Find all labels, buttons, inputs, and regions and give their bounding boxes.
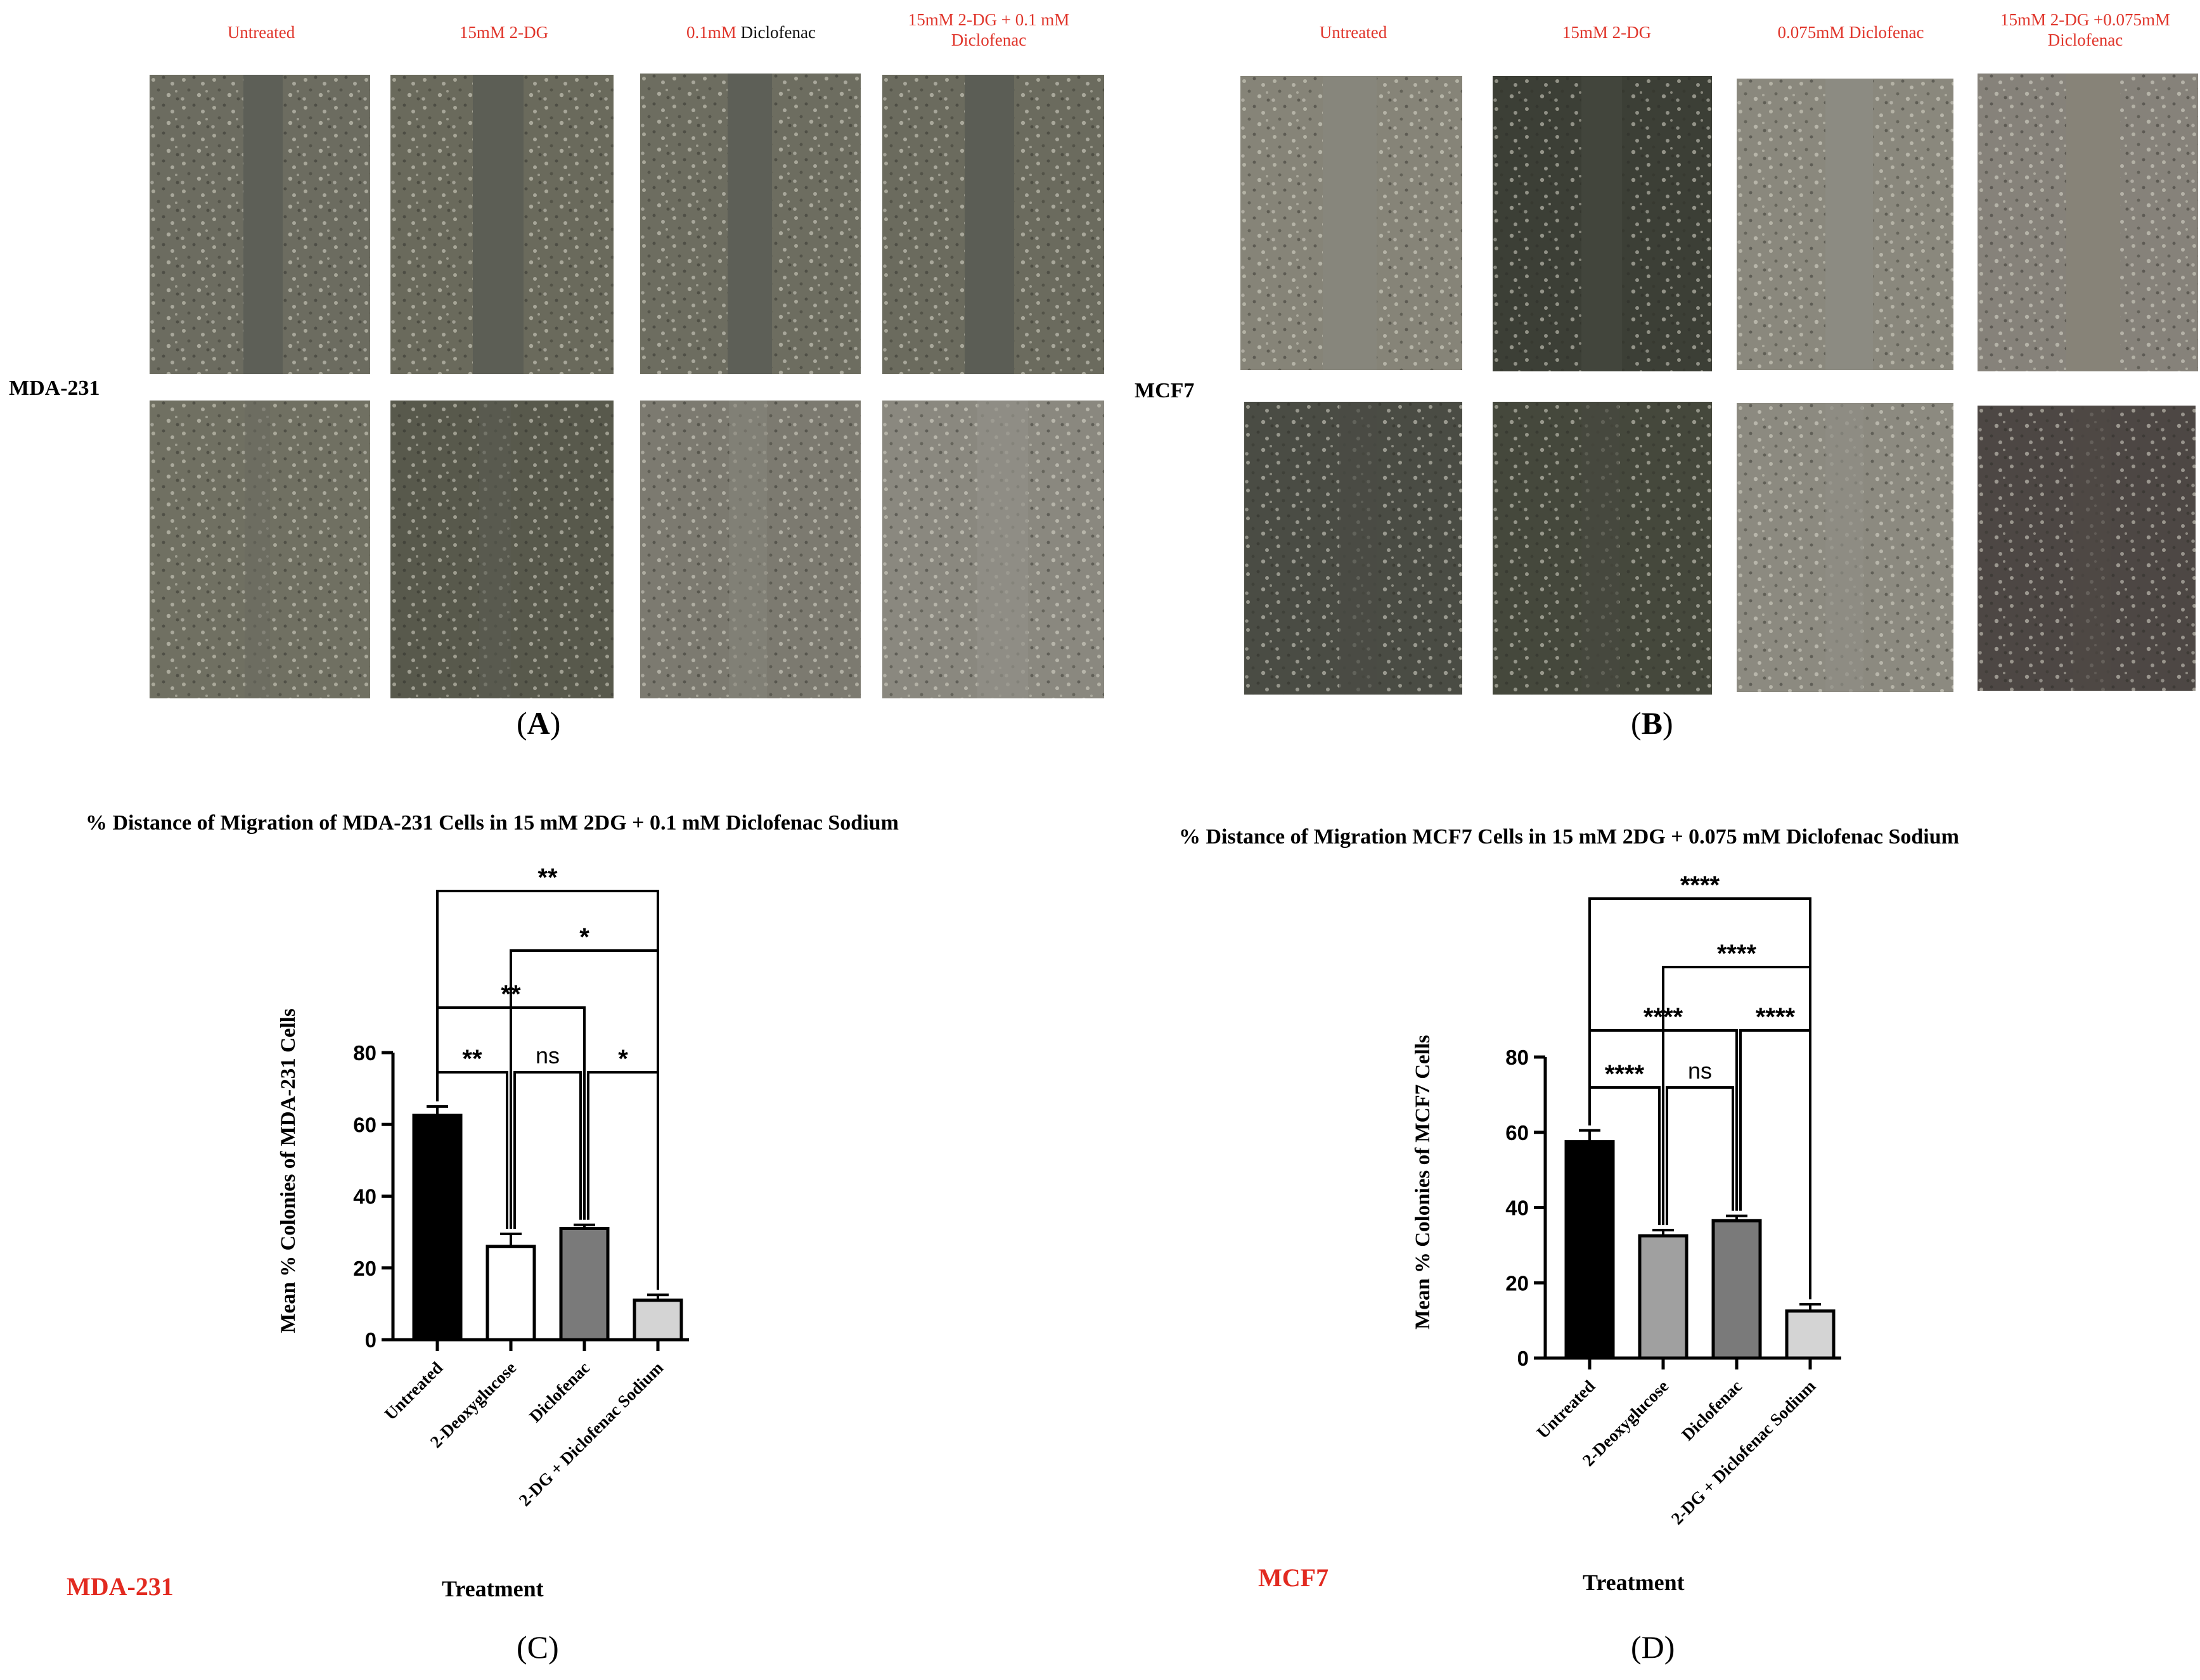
panel-a-condition-combination: 15mM 2-DG + 0.1 mM Diclofenac xyxy=(908,10,1070,49)
panel-b-micrograph-untreated-24h xyxy=(1244,402,1462,695)
chart-d-significance-label: **** xyxy=(1605,1060,1645,1088)
panel-a-micrograph-diclofenac-0h xyxy=(640,74,861,374)
chart-d-y-tick-label: 80 xyxy=(1505,1046,1529,1069)
panel-b-micrograph-untreated-0h xyxy=(1240,76,1462,370)
chart-c-y-tick-label: 20 xyxy=(353,1257,376,1280)
panel-b-micrograph-diclofenac-24h xyxy=(1737,403,1953,692)
chart-d-x-axis-label: Treatment xyxy=(1583,1570,1685,1595)
chart-d-bar xyxy=(1785,1309,1836,1360)
chart-c-significance-label: ** xyxy=(462,1045,482,1073)
chart-d-bar xyxy=(1564,1140,1615,1360)
chart-c-x-tick-label: Diclofenac xyxy=(525,1358,593,1426)
chart-d-bar xyxy=(1638,1234,1689,1360)
chart-c-significance-label: ** xyxy=(537,864,558,892)
chart-d-x-tick-label: Untreated xyxy=(1533,1376,1599,1442)
chart-c-title: % Distance of Migration of MDA-231 Cells… xyxy=(86,811,899,835)
panel-b-condition-2dg: 15mM 2-DG xyxy=(1562,23,1652,42)
panel-a-cell-line-label: MDA-231 xyxy=(9,376,100,400)
chart-d-y-tick-label: 0 xyxy=(1517,1347,1529,1370)
chart-c-y-tick-label: 60 xyxy=(353,1113,376,1136)
chart-d-significance-bracket xyxy=(1666,1086,1734,1226)
chart-d-bar xyxy=(1711,1219,1762,1360)
panel-b-micrograph-combination-0h xyxy=(1978,74,2198,371)
panel-b-condition-diclofenac: 0.075mM Diclofenac xyxy=(1777,23,1924,42)
chart-c-x-tick-label: Untreated xyxy=(381,1358,447,1424)
chart-d: 0 20 40 60 80 Mean % Colonies of MCF7 Cells Un… xyxy=(1412,871,1841,1529)
chart-c-significance-bracket xyxy=(436,890,659,1290)
chart-c-significance-bracket xyxy=(513,1071,582,1229)
panel-b-micrograph-2dg-0h xyxy=(1493,76,1712,371)
panel-d-letter: (D) xyxy=(1631,1629,1675,1665)
panel-b-micrograph-combination-24h xyxy=(1978,406,2196,691)
chart-c-x-axis-label: Treatment xyxy=(442,1576,544,1601)
chart-c-bar xyxy=(486,1245,536,1342)
chart-d-y-tick-label: 60 xyxy=(1505,1121,1529,1145)
panel-b-cell-line-label: MCF7 xyxy=(1135,379,1195,402)
chart-d-y-axis-label: Mean % Colonies of MCF7 Cells xyxy=(1412,1035,1434,1330)
chart-d-significance-label: **** xyxy=(1756,1003,1796,1031)
panel-a-micrograph-2dg-24h xyxy=(390,401,614,698)
chart-c-significance-label: * xyxy=(618,1045,628,1073)
chart-d-title: % Distance of Migration MCF7 Cells in 15… xyxy=(1179,825,1959,849)
chart-d-y-tick-label: 20 xyxy=(1505,1271,1529,1295)
chart-c-bar xyxy=(412,1113,463,1342)
panel-b-condition-combination: 15mM 2-DG +0.075mM Diclofenac xyxy=(2000,10,2170,49)
panel-a-micrograph-untreated-0h xyxy=(150,75,370,374)
chart-c-bar xyxy=(559,1226,610,1342)
panel-a-micrograph-combination-24h xyxy=(882,401,1104,698)
panel-a-micrograph-diclofenac-24h xyxy=(640,401,861,698)
chart-c-y-tick-label: 0 xyxy=(365,1328,376,1352)
chart-d-significance-label: ns xyxy=(1688,1058,1712,1084)
panel-b-condition-untreated: Untreated xyxy=(1319,23,1387,42)
chart-c-y-tick-label: 40 xyxy=(353,1185,376,1209)
panel-a-condition-diclofenac: 0.1mM Diclofenac xyxy=(686,23,816,42)
panel-d-cell-line-label: MCF7 xyxy=(1258,1563,1329,1592)
chart-d-x-tick-label: Diclofenac xyxy=(1678,1376,1746,1444)
chart-d-x-tick-label: 2-DG + Diclofenac Sodium xyxy=(1668,1376,1820,1529)
panel-c-letter: (C) xyxy=(517,1629,559,1665)
chart-d-significance-label: **** xyxy=(1717,940,1757,968)
chart-c-bar xyxy=(633,1298,683,1342)
panel-a-condition-untreated: Untreated xyxy=(227,23,295,42)
panel-a-letter: (A) xyxy=(517,705,561,741)
chart-c: 0 20 40 60 80 Mean % Colonies of MDA-231 Cell… xyxy=(277,864,689,1510)
panel-a-micrograph-untreated-24h xyxy=(150,401,370,698)
panel-a-condition-2dg: 15mM 2-DG xyxy=(459,23,549,42)
chart-c-x-tick-label: 2-DG + Diclofenac Sodium xyxy=(515,1358,667,1510)
panel-a-micrograph-2dg-0h xyxy=(390,75,614,374)
chart-d-significance-label: **** xyxy=(1680,871,1720,899)
panel-b-micrograph-2dg-24h xyxy=(1493,402,1712,695)
panel-c-cell-line-label: MDA-231 xyxy=(67,1572,174,1601)
chart-c-significance-label: ns xyxy=(536,1042,560,1068)
chart-d-y-tick-label: 40 xyxy=(1505,1196,1529,1220)
chart-c-y-axis-label: Mean % Colonies of MDA-231 Cells xyxy=(277,1008,300,1333)
chart-c-y-tick-label: 80 xyxy=(353,1041,376,1065)
chart-c-significance-label: * xyxy=(579,923,589,951)
chart-d-significance-bracket xyxy=(1588,897,1811,1300)
panel-b-letter: (B) xyxy=(1631,705,1673,741)
panel-a-micrograph-combination-0h xyxy=(882,75,1104,374)
panel-b-micrograph-diclofenac-0h xyxy=(1737,79,1953,370)
